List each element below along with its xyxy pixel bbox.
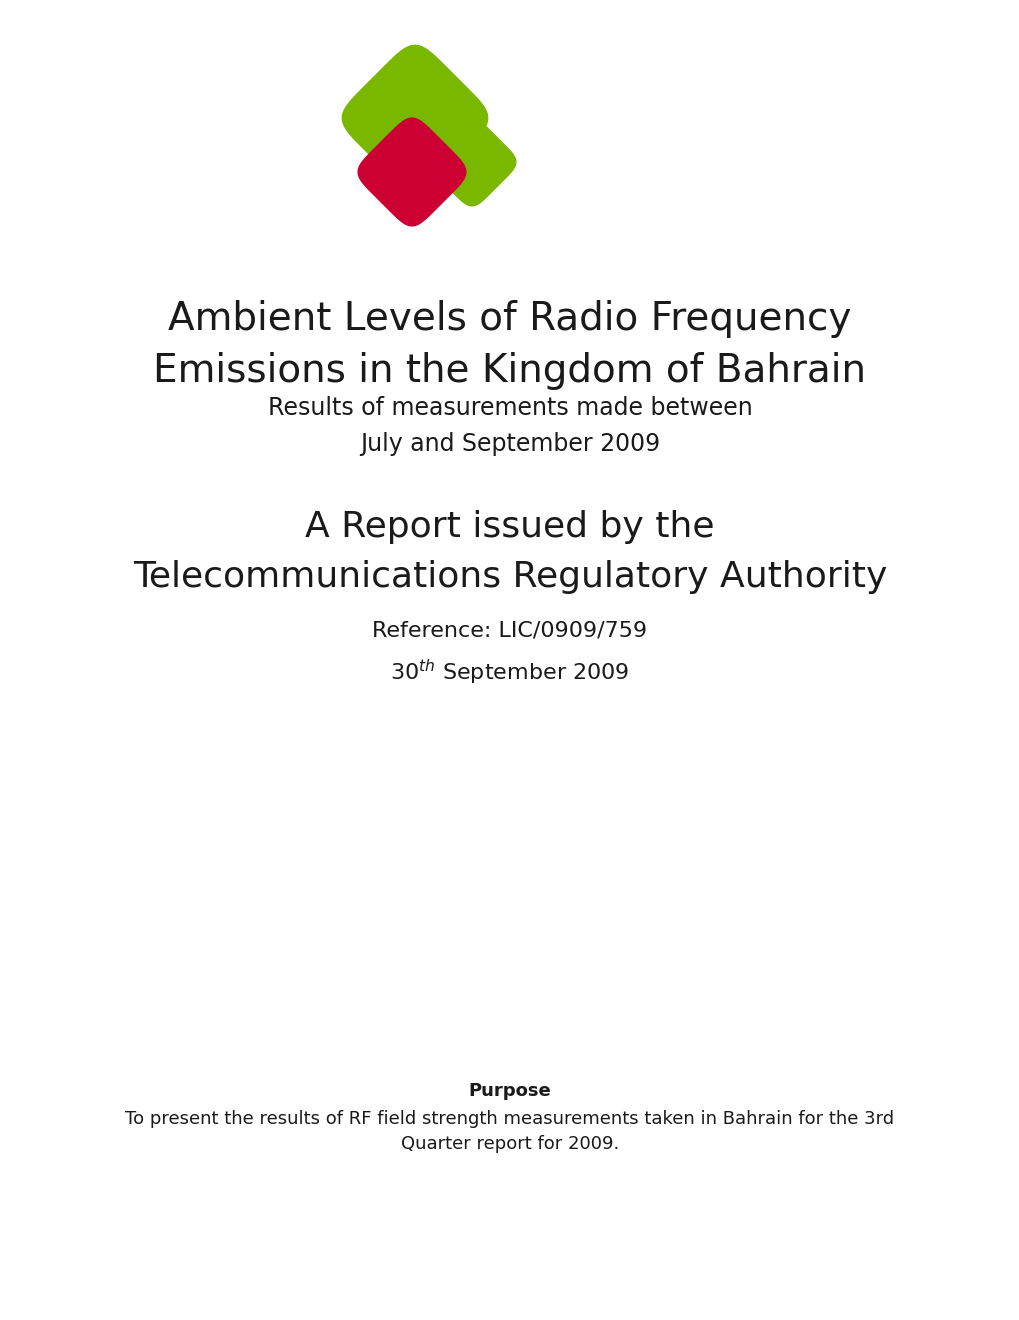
Text: Quarter report for 2009.: Quarter report for 2009. <box>400 1135 619 1152</box>
Text: To present the results of RF field strength measurements taken in Bahrain for th: To present the results of RF field stren… <box>125 1110 894 1129</box>
Polygon shape <box>358 117 466 226</box>
Text: Reference: LIC/0909/759: Reference: LIC/0909/759 <box>372 620 647 640</box>
Text: A Report issued by the: A Report issued by the <box>305 510 714 544</box>
Text: Telecommunications Regulatory Authority: Telecommunications Regulatory Authority <box>132 560 887 594</box>
Text: Emissions in the Kingdom of Bahrain: Emissions in the Kingdom of Bahrain <box>153 352 866 389</box>
Polygon shape <box>342 45 487 190</box>
Text: Purpose: Purpose <box>468 1082 551 1100</box>
Text: $30^{th}$ September 2009: $30^{th}$ September 2009 <box>390 657 629 688</box>
Text: July and September 2009: July and September 2009 <box>360 432 659 455</box>
Polygon shape <box>428 119 516 206</box>
Text: Results of measurements made between: Results of measurements made between <box>267 396 752 420</box>
Text: Ambient Levels of Radio Frequency: Ambient Levels of Radio Frequency <box>168 300 851 338</box>
